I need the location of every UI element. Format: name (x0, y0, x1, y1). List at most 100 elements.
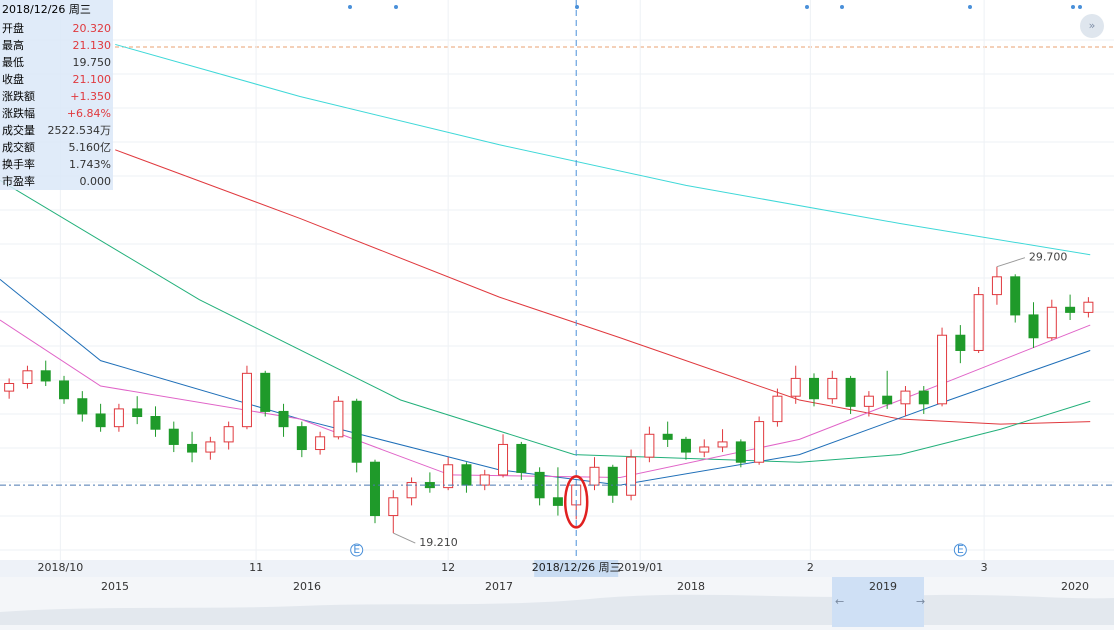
candle-body (461, 464, 472, 486)
info-row: 开盘 20.320 (0, 20, 113, 37)
candle-body (369, 461, 380, 517)
candle-body (991, 276, 1002, 296)
candle-body (1046, 306, 1057, 339)
candle-body (662, 433, 673, 440)
candle-body (443, 464, 454, 489)
candle-body (918, 390, 929, 405)
info-label: 换手率 (2, 158, 35, 171)
candle-body (680, 438, 691, 453)
candle-body (406, 482, 417, 499)
navigator-label: 2015 (101, 580, 129, 593)
expand-icon[interactable]: » (1089, 19, 1096, 32)
info-value: 19.750 (72, 56, 112, 69)
navigator-label: 2020 (1061, 580, 1089, 593)
info-value: 1.743% (69, 158, 111, 171)
annotation-leader (393, 532, 416, 544)
ma-line (0, 179, 1091, 463)
candle-body (552, 497, 563, 506)
info-label: 最高 (2, 39, 24, 52)
info-label: 开盘 (2, 22, 24, 35)
candle-body (205, 441, 216, 453)
x-tick-label: 11 (249, 561, 263, 574)
x-tick-label: 2018/10 (38, 561, 84, 574)
candle-body (772, 395, 783, 423)
expand-button[interactable] (1080, 14, 1104, 38)
top-markers (348, 5, 1082, 9)
navigator-handle[interactable]: ← (835, 595, 844, 608)
candle-body (937, 334, 948, 405)
annotation-leader (996, 257, 1026, 268)
info-row: 涨跌额 +1.350 (0, 88, 113, 105)
info-value: 21.130 (72, 39, 112, 52)
ma-line (115, 149, 1091, 425)
candle-body (40, 370, 51, 382)
candle-body (607, 466, 618, 496)
event-marker (953, 543, 967, 557)
info-label: 成交额 (2, 141, 35, 154)
candle-body (168, 428, 179, 445)
info-row: 成交额 5.160亿 (0, 139, 113, 156)
candle-body (315, 436, 326, 451)
candle-body (132, 408, 143, 418)
candle-body (150, 416, 161, 430)
candle-body (187, 443, 198, 453)
info-value: +1.350 (70, 90, 111, 103)
info-row: 涨跌幅 +6.84% (0, 105, 113, 122)
info-header: 2018/12/26 周三 (2, 3, 91, 16)
info-row: 最高 21.130 (0, 37, 113, 54)
candle-body (845, 377, 856, 407)
candle-body (717, 441, 728, 448)
navigator-window[interactable] (832, 577, 924, 627)
info-row: 成交量 2522.534万 (0, 122, 113, 139)
candle-body (900, 390, 911, 405)
candle-body (95, 413, 106, 428)
candle-body (790, 377, 801, 397)
candle-body (863, 395, 874, 407)
info-value: 20.320 (72, 22, 112, 35)
candle-body (479, 474, 490, 486)
candle-body (1028, 314, 1039, 339)
candle-body (626, 456, 637, 496)
candle-body (644, 433, 655, 458)
candle-body (296, 426, 307, 451)
info-value: 5.160亿 (68, 141, 112, 154)
candle-body (241, 372, 252, 428)
navigator-handle[interactable]: → (916, 595, 925, 608)
candle-body (882, 395, 893, 405)
crosshair-label: 2018/12/26 周三 (532, 561, 621, 574)
candle-body (388, 497, 399, 517)
info-label: 最低 (2, 56, 24, 69)
candle-body (699, 446, 710, 453)
candle-body (223, 426, 234, 443)
candle-body (516, 443, 527, 473)
candle-body (809, 377, 820, 400)
info-value: 0.000 (79, 175, 112, 188)
candle-body (4, 382, 15, 392)
candle-body (754, 421, 765, 463)
info-value: +6.84% (66, 107, 111, 120)
navigator-label: 2017 (485, 580, 513, 593)
info-label: 成交量 (2, 124, 35, 137)
candle-body (113, 408, 124, 428)
navigator-label: 2018 (677, 580, 705, 593)
candle-body (589, 466, 600, 486)
candle-body (1065, 306, 1076, 313)
event-label: E (353, 543, 360, 556)
event-marker (350, 543, 364, 557)
candle-body (333, 400, 344, 438)
crosshair-label-bg (534, 560, 619, 577)
candle-body (351, 400, 362, 463)
candle-body (827, 377, 838, 400)
x-tick-label: 2 (807, 561, 814, 574)
info-row: 市盈率 0.000 (0, 173, 113, 190)
candle-body (59, 380, 70, 400)
event-label: E (957, 543, 964, 556)
info-value: 21.100 (72, 73, 112, 86)
candle-body (735, 441, 746, 463)
x-tick-label: 12 (441, 561, 455, 574)
info-value: 2522.534万 (47, 124, 112, 137)
candle-body (498, 443, 509, 476)
low-label: 19.210 (419, 536, 458, 549)
